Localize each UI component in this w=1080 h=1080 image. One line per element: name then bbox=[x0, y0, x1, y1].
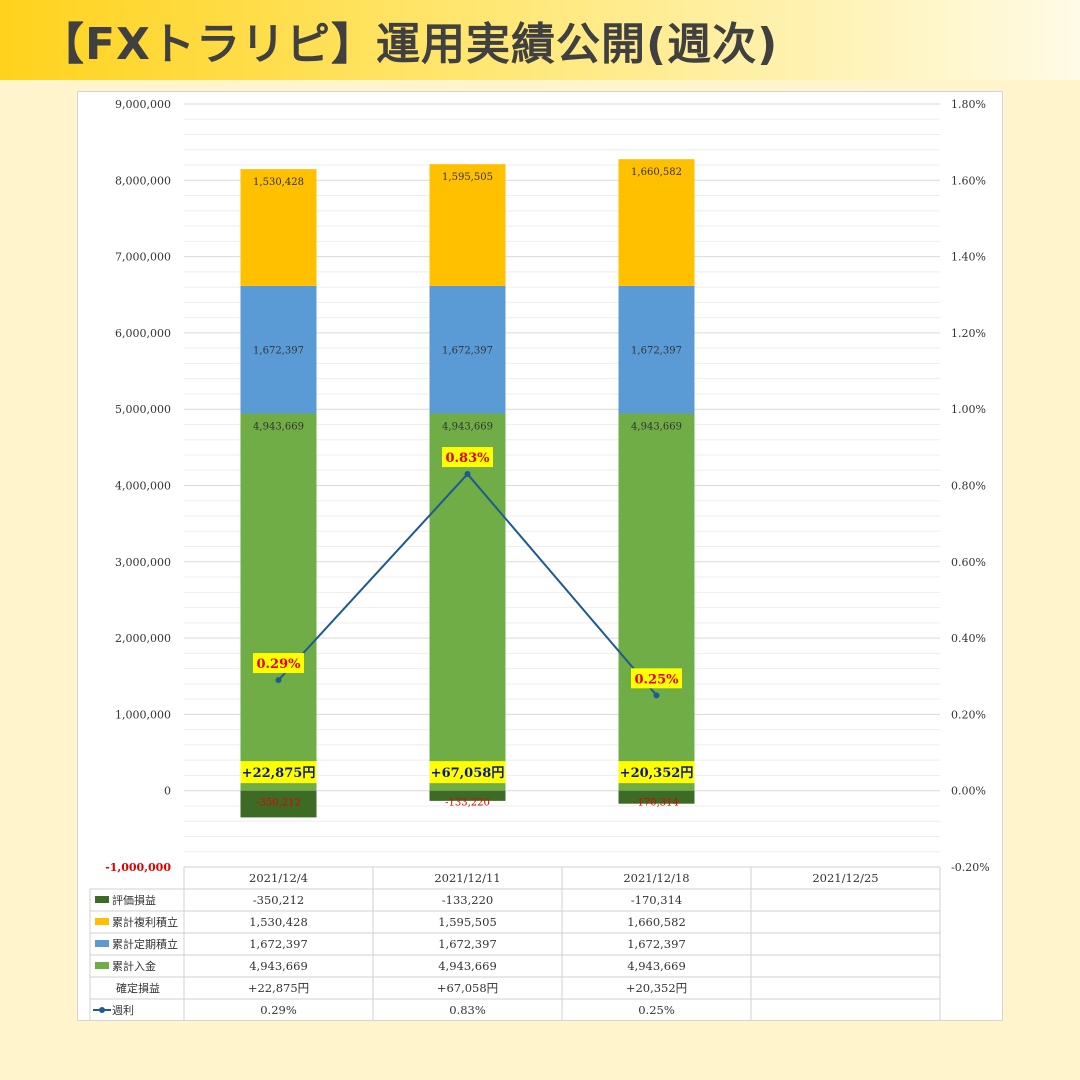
category-label: 2021/12/4 bbox=[249, 871, 308, 885]
table-cell: +67,058円 bbox=[437, 981, 498, 995]
bar-segment-label: 4,943,669 bbox=[442, 421, 493, 432]
weekly-return-badge bbox=[442, 447, 493, 468]
legend-entry: 確定損益 bbox=[116, 981, 160, 995]
bar-segment bbox=[240, 413, 317, 791]
legend-entry: 累計入金 bbox=[112, 959, 156, 973]
table-cell: 0.29% bbox=[260, 1003, 297, 1017]
legend-entry: 累計複利積立 bbox=[112, 915, 178, 929]
legend-entry: 週利 bbox=[112, 1004, 134, 1017]
left-axis-tick: -1,000,000 bbox=[105, 861, 171, 874]
realized-profit-label: +20,352円 bbox=[620, 766, 694, 781]
bar-segment bbox=[618, 285, 695, 414]
bar-segment-label: 1,530,428 bbox=[253, 177, 304, 188]
table-cell: -133,220 bbox=[442, 893, 493, 907]
weekly-return-label: 0.29% bbox=[256, 657, 301, 672]
left-axis-tick: 4,000,000 bbox=[115, 480, 171, 493]
legend-key bbox=[95, 962, 109, 969]
left-axis-tick: 3,000,000 bbox=[115, 556, 171, 569]
right-axis-tick: 1.60% bbox=[951, 174, 986, 187]
bar-segment-label: 4,943,669 bbox=[631, 421, 682, 432]
left-axis-tick: 0 bbox=[164, 785, 171, 798]
bar-segment bbox=[618, 159, 695, 286]
right-axis-tick: 0.60% bbox=[951, 556, 986, 569]
category-label: 2021/12/25 bbox=[812, 871, 878, 885]
category-label: 2021/12/11 bbox=[434, 871, 500, 885]
realized-profit-label: +67,058円 bbox=[431, 766, 505, 781]
bar-segment-label-negative: -133,220 bbox=[445, 798, 490, 809]
right-axis-tick: 0.40% bbox=[951, 632, 986, 645]
weekly-return-point bbox=[275, 677, 282, 684]
table-cell: 1,660,582 bbox=[627, 915, 686, 929]
table-cell: 1,672,397 bbox=[249, 937, 308, 951]
page-title: 【FXトラリピ】運用実績公開(週次) bbox=[40, 19, 779, 70]
left-axis-tick: 8,000,000 bbox=[115, 174, 171, 187]
right-axis-tick: -0.20% bbox=[951, 861, 990, 874]
right-axis-tick: 1.00% bbox=[951, 403, 986, 416]
legend-key bbox=[95, 896, 109, 903]
bar-segment-label-negative: -350,212 bbox=[256, 798, 301, 809]
legend-entry: 評価損益 bbox=[112, 893, 156, 907]
realized-profit-badge bbox=[618, 761, 695, 784]
legend-key-marker bbox=[99, 1007, 105, 1013]
left-axis-tick: 9,000,000 bbox=[115, 98, 171, 111]
right-axis-tick: 0.00% bbox=[951, 785, 986, 798]
table-cell: 1,530,428 bbox=[249, 915, 308, 929]
bar-segment-label-negative: -170,314 bbox=[634, 798, 679, 809]
realized-profit-label: +22,875円 bbox=[242, 766, 316, 781]
right-axis-tick: 0.80% bbox=[951, 480, 986, 493]
table-cell: 0.25% bbox=[638, 1003, 675, 1017]
table-cell: 1,595,505 bbox=[438, 915, 497, 929]
weekly-return-label: 0.83% bbox=[445, 451, 490, 466]
chart-panel: -1,000,000 0 1,000,000 2,000,000 3,000,000 4,… bbox=[77, 91, 1003, 1021]
realized-profit-badge bbox=[240, 761, 317, 784]
table-cell: 1,672,397 bbox=[627, 937, 686, 951]
bar-segment-negative bbox=[240, 790, 317, 818]
stacked-bar-chart: -1,000,000 0 1,000,000 2,000,000 3,000,000 4,… bbox=[89, 98, 990, 1020]
category-label: 2021/12/18 bbox=[623, 871, 689, 885]
legend-entry: 累計定期積立 bbox=[112, 937, 178, 951]
left-axis-tick: 7,000,000 bbox=[115, 251, 171, 264]
bar-segment-negative bbox=[618, 790, 695, 804]
table-cell: +22,875円 bbox=[248, 981, 309, 995]
weekly-return-label: 0.25% bbox=[634, 672, 679, 687]
bar-segment bbox=[240, 285, 317, 414]
right-axis-tick: 0.20% bbox=[951, 708, 986, 721]
weekly-return-badge bbox=[253, 653, 304, 674]
weekly-return-point bbox=[464, 471, 471, 478]
table-cell: 0.83% bbox=[449, 1003, 486, 1017]
right-axis-tick: 1.80% bbox=[951, 98, 986, 111]
right-axis-tick: 1.40% bbox=[951, 251, 986, 264]
bar-segment bbox=[429, 285, 506, 414]
title-banner: 【FXトラリピ】運用実績公開(週次) bbox=[0, 0, 1080, 80]
left-axis-tick: 2,000,000 bbox=[115, 632, 171, 645]
legend-key bbox=[95, 940, 109, 947]
bar-segment-label: 1,672,397 bbox=[442, 346, 493, 357]
bar-segment-label: 1,595,505 bbox=[442, 172, 493, 183]
table-cell: 1,672,397 bbox=[438, 937, 497, 951]
bar-segment bbox=[240, 169, 317, 286]
table-cell: -350,212 bbox=[253, 893, 304, 907]
bar-segment-label: 4,943,669 bbox=[253, 421, 304, 432]
left-axis-tick: 1,000,000 bbox=[115, 708, 171, 721]
weekly-return-badge bbox=[631, 668, 682, 689]
table-cell: 4,943,669 bbox=[249, 959, 308, 973]
bar-segment-label: 1,672,397 bbox=[253, 346, 304, 357]
table-cell: +20,352円 bbox=[626, 981, 687, 995]
legend-key bbox=[95, 918, 109, 925]
table-cell: -170,314 bbox=[631, 893, 682, 907]
left-axis-tick: 6,000,000 bbox=[115, 327, 171, 340]
weekly-return-point bbox=[653, 692, 660, 699]
bar-segment-negative bbox=[429, 790, 506, 801]
bar-segment-label: 1,672,397 bbox=[631, 346, 682, 357]
left-axis-tick: 5,000,000 bbox=[115, 403, 171, 416]
bar-segment bbox=[618, 413, 695, 791]
realized-profit-badge bbox=[429, 761, 506, 784]
bar-segment bbox=[429, 164, 506, 286]
right-axis-tick: 1.20% bbox=[951, 327, 986, 340]
table-cell: 4,943,669 bbox=[438, 959, 497, 973]
bar-segment bbox=[429, 413, 506, 791]
bar-segment-label: 1,660,582 bbox=[631, 167, 682, 178]
table-cell: 4,943,669 bbox=[627, 959, 686, 973]
